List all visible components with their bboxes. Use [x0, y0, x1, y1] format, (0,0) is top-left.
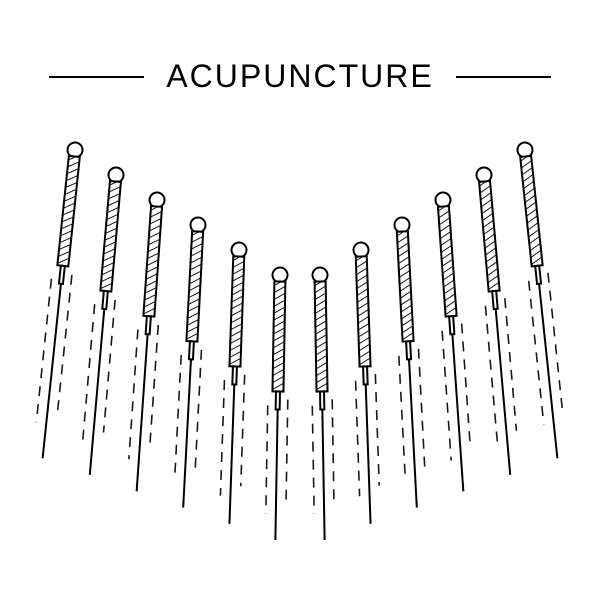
- needle-icon: [476, 167, 518, 476]
- needle-icon: [312, 267, 332, 540]
- needle-icon: [129, 192, 165, 492]
- needle-icon: [268, 267, 288, 540]
- needle-icon: [353, 242, 378, 524]
- needle-icon: [435, 192, 471, 492]
- acupuncture-illustration: ACUPUNCTURE: [0, 0, 600, 600]
- needle-icon: [35, 142, 83, 459]
- needles-svg: [0, 0, 600, 600]
- needle-icon: [517, 142, 565, 459]
- needle-icon: [222, 242, 247, 524]
